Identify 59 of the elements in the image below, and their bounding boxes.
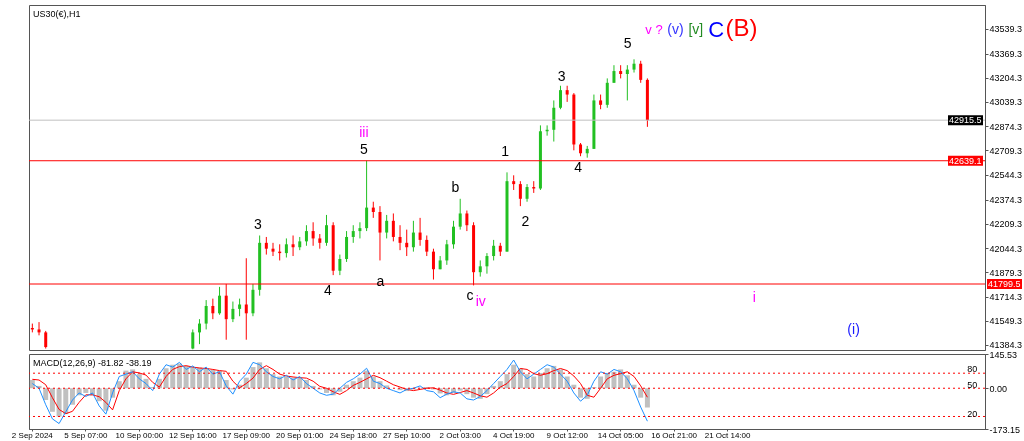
- annotation: 3: [557, 68, 566, 84]
- y-tick-label: 42374.3: [989, 195, 1023, 206]
- annotation: 20: [967, 409, 978, 419]
- annotation: 4: [323, 282, 332, 298]
- annotation: C: [708, 17, 725, 42]
- annotation: iii: [359, 124, 369, 140]
- y-tick-label: 41879.3: [989, 267, 1023, 278]
- x-tick-label: 2 Oct 03:00: [439, 430, 482, 440]
- ref-line-label: 42915.5: [949, 115, 982, 126]
- x-tick-label: 4 Oct 19:00: [493, 430, 535, 440]
- annotation: 1: [501, 143, 510, 159]
- annotation: 4: [574, 159, 583, 175]
- y-tick-label: 42874.3: [989, 121, 1023, 132]
- x-tick-label: 21 Oct 14:00: [704, 430, 752, 440]
- y-tick-label: 42209.3: [989, 219, 1023, 230]
- annotation: iv: [475, 293, 486, 309]
- annotation: (B): [725, 14, 758, 41]
- y-tick-label: 43369.3: [989, 49, 1023, 60]
- y-tick-label: 42709.3: [989, 145, 1023, 156]
- y-tick-label: 41549.3: [989, 316, 1023, 327]
- annotation: i: [752, 289, 756, 305]
- y-tick-label: -173.15: [989, 424, 1021, 435]
- annotation: c: [466, 287, 474, 303]
- x-tick-label: 16 Oct 21:00: [651, 430, 698, 440]
- y-tick-label: 43039.3: [989, 97, 1023, 108]
- annotation: 2: [521, 213, 530, 229]
- annotation: 5: [623, 35, 632, 51]
- y-tick-label: 41384.3: [989, 340, 1023, 351]
- annotation: 80: [967, 364, 978, 374]
- annotation: 3: [253, 216, 262, 232]
- x-tick-label: 12 Sep 16:00: [168, 430, 218, 440]
- y-tick-label: 41714.3: [989, 292, 1023, 303]
- y-tick-label: 42044.3: [989, 243, 1023, 254]
- ref-line-label: 42639.1: [949, 155, 982, 166]
- y-tick-label: 145.53: [989, 349, 1018, 360]
- ref-line-label: 41799.5: [988, 279, 1021, 290]
- x-tick-label: 5 Sep 07:00: [64, 430, 108, 440]
- x-tick-label: 24 Sep 18:00: [329, 430, 378, 440]
- chart-title: MACD(12,26,9) -81.82 -38.19: [33, 358, 152, 368]
- x-tick-label: 2 Sep 2024: [11, 430, 54, 440]
- annotation: 5: [359, 141, 368, 157]
- x-tick-label: 27 Sep 10:00: [382, 430, 432, 440]
- x-tick-label: 20 Sep 01:00: [275, 430, 325, 440]
- annotation: (v): [667, 21, 684, 37]
- annotation: a: [376, 273, 385, 289]
- x-tick-label: 14 Oct 05:00: [597, 430, 645, 440]
- y-tick-label: 43204.3: [989, 73, 1023, 84]
- annotation: [v]: [688, 21, 704, 37]
- x-tick-label: 10 Sep 00:00: [115, 430, 164, 440]
- annotation: (i): [847, 321, 860, 337]
- annotation: v ?: [645, 22, 663, 37]
- annotation: b: [451, 179, 460, 195]
- x-tick-label: 9 Oct 12:00: [546, 430, 589, 440]
- y-tick-label: 42544.3: [989, 170, 1023, 181]
- x-tick-label: 17 Sep 09:00: [222, 430, 271, 440]
- y-tick-label: 0.00: [989, 383, 1008, 394]
- annotation: 50: [967, 380, 978, 390]
- y-tick-label: 43539.3: [989, 24, 1023, 35]
- chart-title: US30(€),H1: [33, 9, 81, 19]
